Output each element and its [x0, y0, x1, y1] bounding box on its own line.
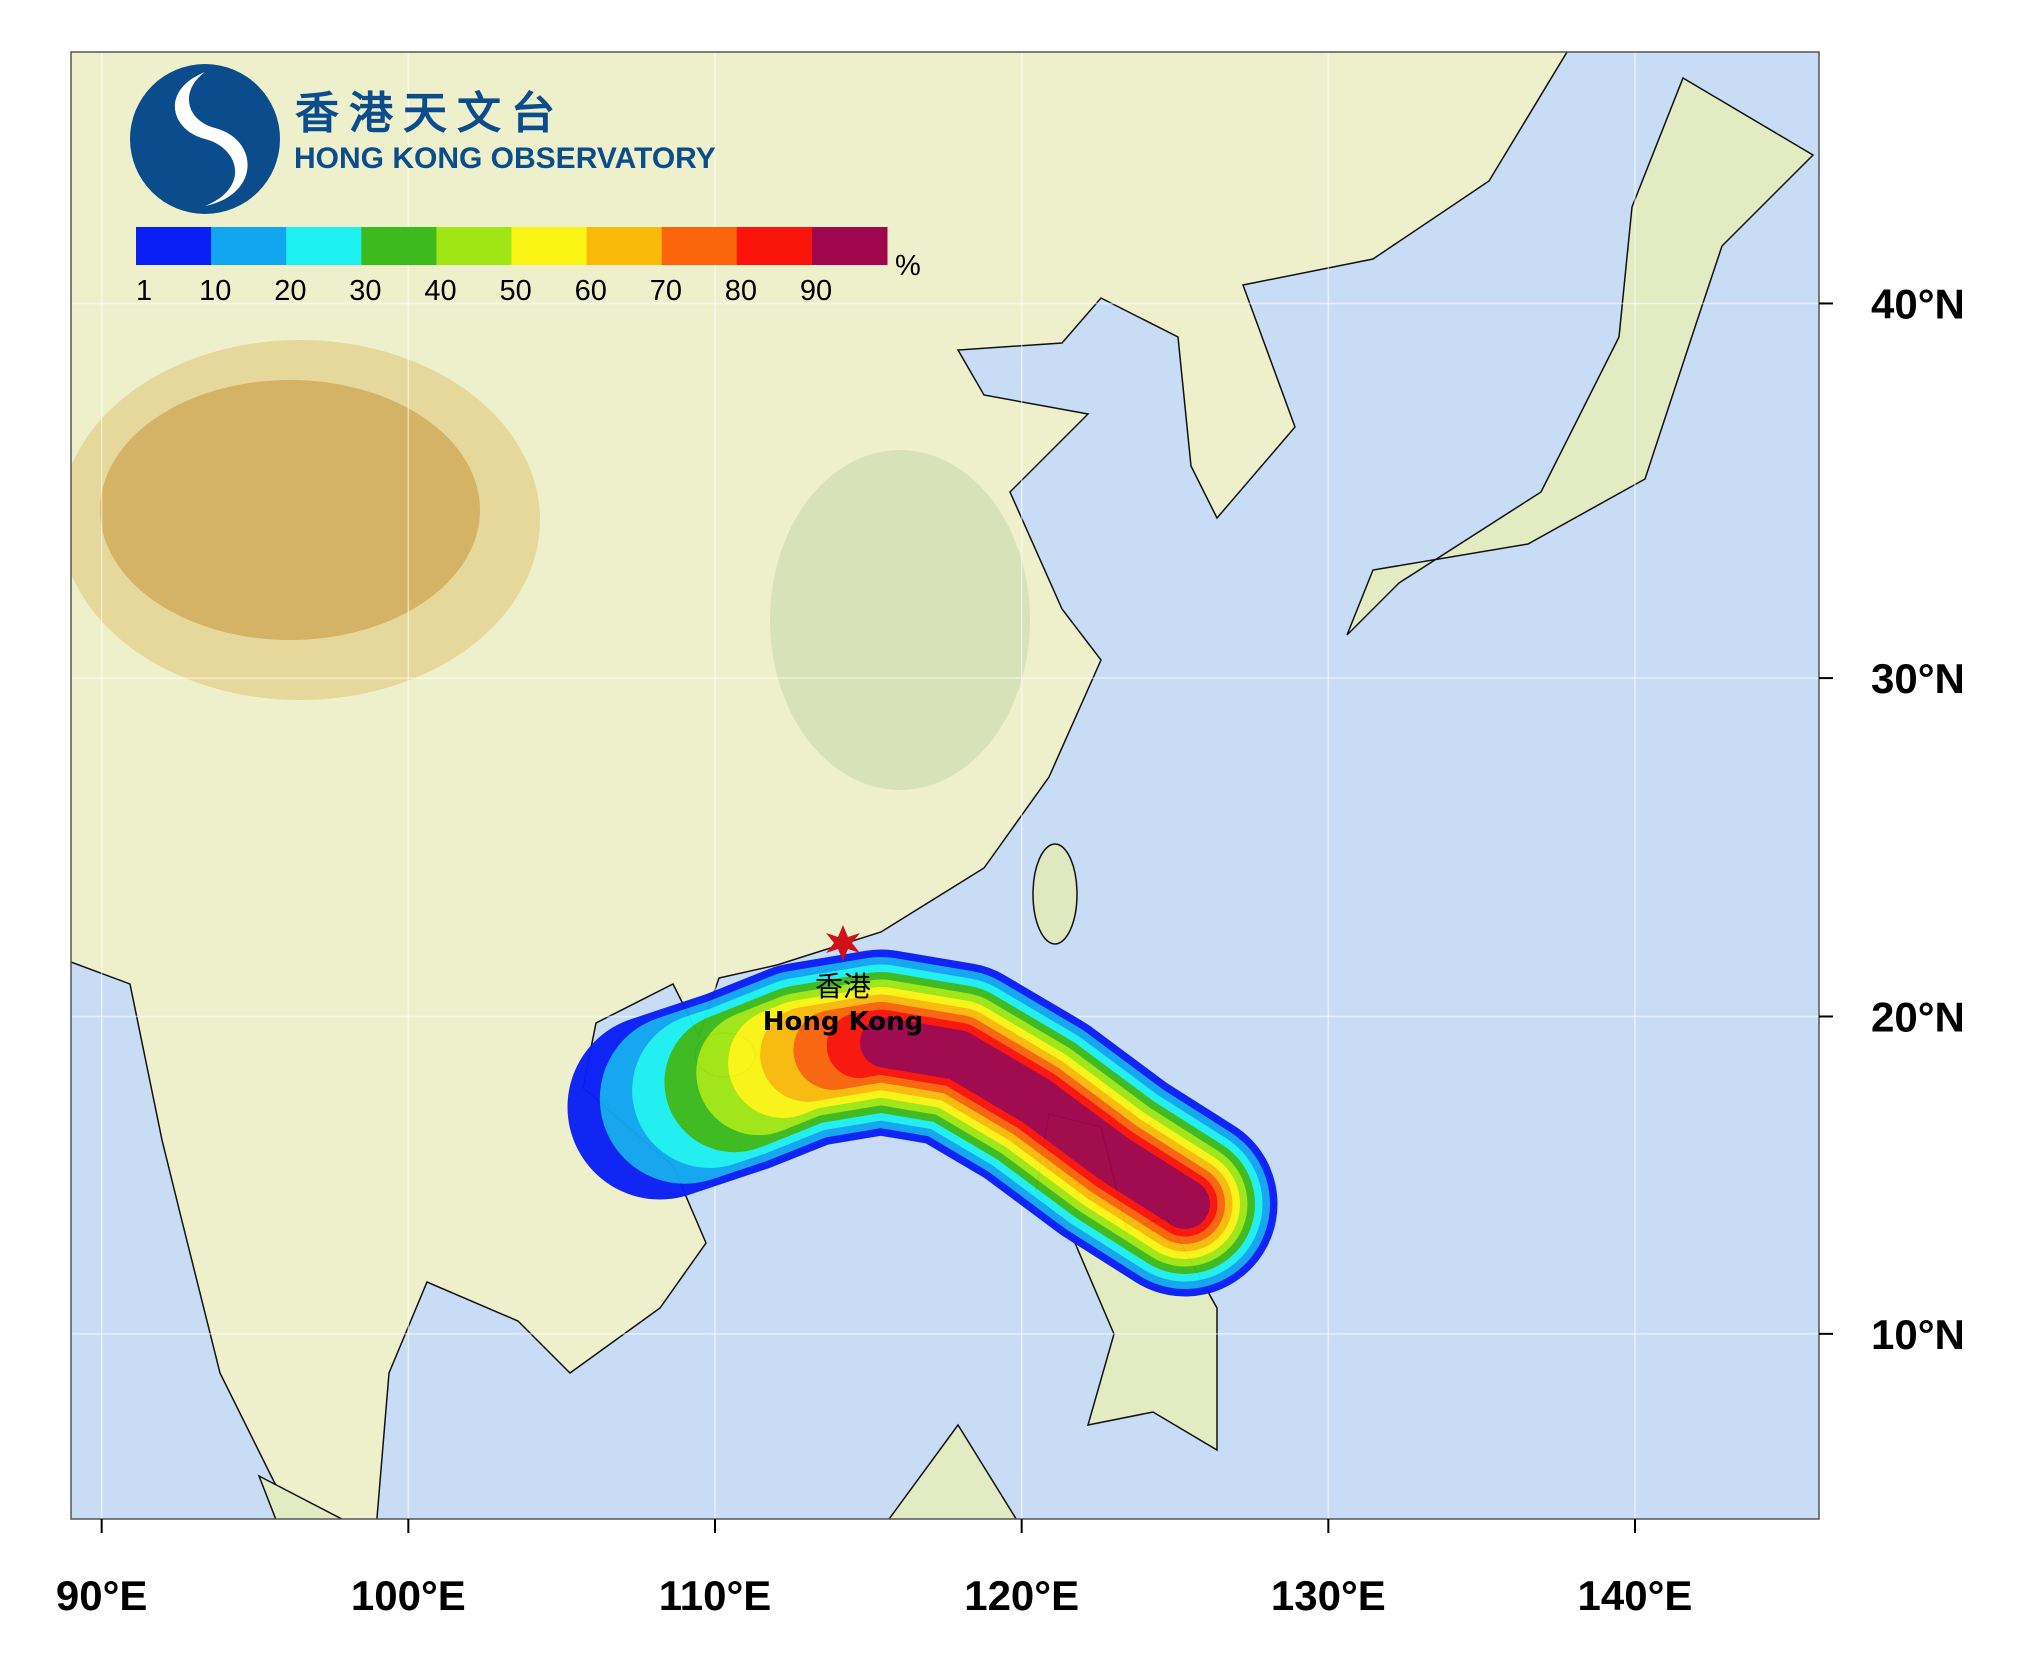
probability-swath — [567, 949, 1278, 1297]
logo-swirl — [174, 72, 248, 206]
probability-band — [635, 1017, 1210, 1229]
japan — [1346, 76, 1815, 636]
colorbar-swatch — [136, 227, 212, 265]
taiwan — [1032, 843, 1078, 945]
sumatra — [257, 1474, 344, 1519]
x-tick-label: 90°E — [56, 1572, 148, 1619]
colorbar-swatch — [736, 227, 813, 265]
colorbar-tick-label: 80 — [725, 275, 757, 307]
logo-title-en: HONG KONG OBSERVATORY — [294, 142, 716, 175]
star — [826, 925, 860, 961]
x-tick-label: 100°E — [351, 1572, 466, 1619]
colorbar-swatch — [211, 227, 287, 265]
x-tick-label: 110°E — [659, 1572, 772, 1619]
colorbar-tick-label: 60 — [575, 275, 607, 307]
colorbar-tick-label: 90 — [800, 275, 832, 307]
hong-kong-marker: 香港 Hong Kong — [763, 925, 923, 1037]
colorbar-swatch — [811, 227, 888, 265]
y-tick-label: 40°N — [1871, 280, 1965, 327]
logo-title-zh: 香港天文台 — [295, 88, 565, 139]
map-frame — [70, 51, 1820, 1520]
lowland — [770, 450, 1030, 790]
plateau-high — [100, 380, 480, 640]
y-tick-label: 10°N — [1871, 1311, 1965, 1358]
x-tick-label: 120°E — [964, 1572, 1079, 1619]
colorbar-tick-label: 20 — [274, 275, 306, 307]
colorbar-swatch — [436, 227, 512, 265]
colorbar: 1 10 20 30 40 50 60 70 80 90% — [136, 227, 921, 307]
colorbar-swatch — [661, 227, 738, 265]
colorbar-unit: % — [895, 250, 921, 282]
colorbar-swatch — [511, 227, 588, 265]
colorbar-tick-label: 40 — [424, 275, 456, 307]
colorbar-tick-label: 10 — [199, 275, 231, 307]
y-tick-label: 30°N — [1871, 655, 1965, 702]
colorbar-tick-label: 50 — [500, 275, 532, 307]
colorbar-swatch — [361, 227, 437, 265]
logo: 香港天文台 HONG KONG OBSERVATORY — [130, 64, 716, 214]
place-name-en: Hong Kong — [763, 1007, 923, 1037]
x-tick-label: 140°E — [1578, 1572, 1693, 1619]
x-tick-label: 130°E — [1271, 1572, 1386, 1619]
colorbar-swatch — [586, 227, 663, 265]
colorbar-tick-label: 1 — [136, 275, 152, 307]
colorbar-tick-label: 30 — [349, 275, 381, 307]
y-tick-label: 20°N — [1871, 993, 1965, 1040]
borneo — [888, 1423, 1018, 1519]
map-area — [71, 52, 1819, 1519]
colorbar-swatch — [286, 227, 362, 265]
place-name-zh: 香港 — [815, 970, 871, 1003]
colorbar-tick-label: 70 — [650, 275, 682, 307]
